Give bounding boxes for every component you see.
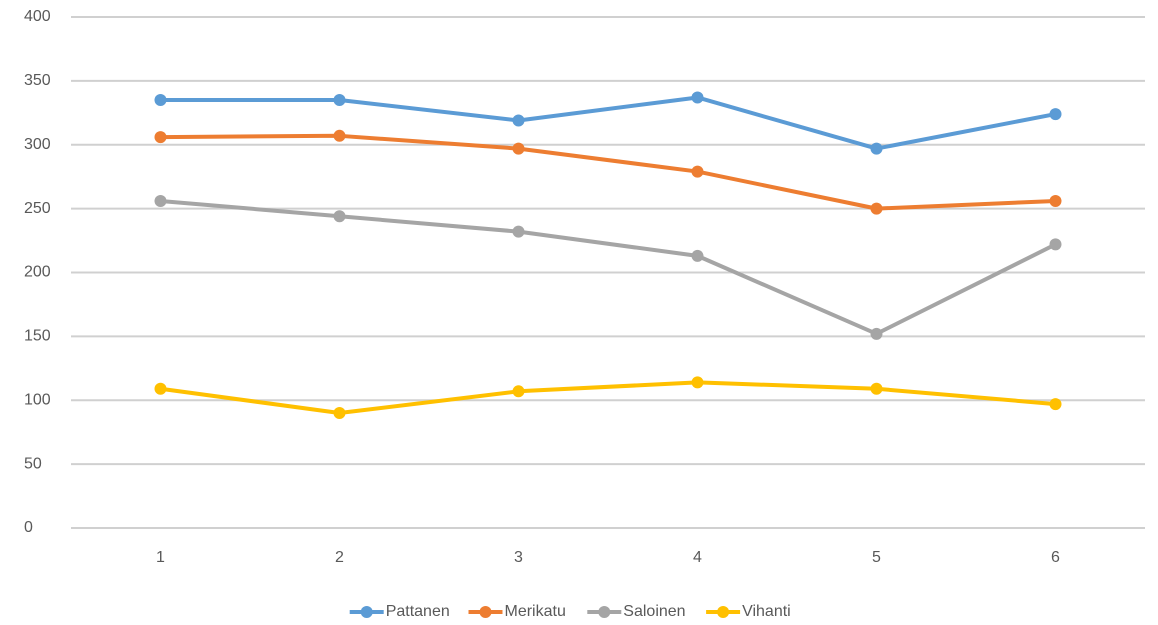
legend-label: Saloinen: [623, 603, 685, 620]
data-point: [870, 327, 883, 340]
data-point: [333, 94, 346, 107]
data-point: [691, 165, 704, 178]
data-point: [512, 225, 525, 238]
x-tick-label: 6: [1051, 549, 1060, 566]
data-point: [1049, 194, 1062, 207]
y-tick-label: 50: [24, 455, 42, 472]
x-tick-label: 1: [156, 549, 165, 566]
data-point: [870, 202, 883, 215]
data-point: [1049, 108, 1062, 121]
data-point: [333, 129, 346, 142]
legend-marker: [360, 606, 373, 618]
y-tick-label: 350: [24, 72, 51, 89]
data-point: [154, 94, 167, 107]
y-tick-label: 200: [24, 264, 51, 281]
y-tick-label: 400: [24, 8, 51, 25]
series-line: [160, 95, 1056, 151]
legend-label: Pattanen: [386, 603, 450, 620]
data-point: [1049, 238, 1062, 251]
data-point: [1049, 398, 1062, 411]
y-tick-label: 100: [24, 391, 51, 408]
data-point: [870, 142, 883, 155]
data-point: [154, 131, 167, 144]
x-tick-label: 3: [514, 549, 523, 566]
legend-marker: [479, 606, 492, 618]
y-tick-label: 0: [24, 519, 33, 536]
y-tick-label: 150: [24, 328, 51, 345]
data-point: [512, 114, 525, 127]
data-point: [691, 376, 704, 389]
data-point: [512, 385, 525, 398]
data-point: [691, 91, 704, 104]
x-tick-label: 5: [872, 549, 881, 566]
series-line: [160, 133, 1056, 211]
data-point: [333, 210, 346, 223]
legend-label: Merikatu: [505, 603, 566, 620]
data-point: [333, 407, 346, 420]
legend-marker: [598, 606, 611, 618]
data-point: [691, 249, 704, 262]
data-point: [154, 194, 167, 207]
legend-marker: [717, 606, 730, 618]
x-tick-label: 4: [693, 549, 702, 566]
data-point: [870, 382, 883, 395]
x-tick-label: 2: [335, 549, 344, 566]
series-line: [160, 380, 1056, 416]
y-tick-label: 300: [24, 136, 51, 153]
legend-label: Vihanti: [742, 603, 791, 620]
series-line: [160, 198, 1057, 336]
y-tick-label: 250: [24, 200, 51, 217]
data-point: [154, 382, 167, 395]
data-point: [512, 142, 525, 155]
